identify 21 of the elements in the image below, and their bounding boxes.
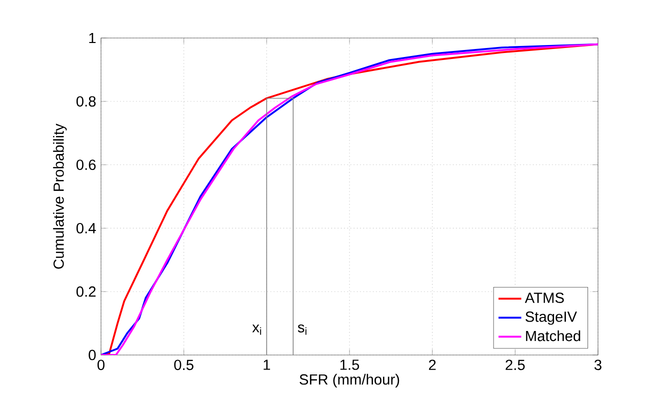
line-series <box>101 43 598 355</box>
y-tick-label: 1 <box>89 32 96 44</box>
x-tick-label: 2 <box>428 360 436 370</box>
x-tick-label: 1 <box>264 360 270 370</box>
y-tick-label: 0.4 <box>76 223 96 234</box>
legend-label: Matched <box>526 330 580 342</box>
x-axis-title: SFR (mm/hour) <box>300 374 400 388</box>
x-tick-label: 3 <box>594 360 602 370</box>
legend-label: ATMS <box>524 292 564 303</box>
y-tick-label: 0 <box>88 350 96 360</box>
y-tick-label: 0.6 <box>76 160 96 170</box>
x-tick-label: 1.5 <box>340 360 360 370</box>
y-tick-label: 0.8 <box>76 96 96 107</box>
annotation: s$_{i}$ <box>298 324 306 335</box>
y-axis-title: Cumulative Probability <box>53 124 67 269</box>
annotation: x$_{i}$ <box>252 324 262 335</box>
x-tick-label: 0 <box>97 360 104 370</box>
legend-label: StageIV <box>526 312 577 325</box>
x-tick-label: 2.5 <box>506 360 525 370</box>
y-tick-label: 0.2 <box>76 286 96 297</box>
x-tick-label: 0.5 <box>174 360 194 370</box>
